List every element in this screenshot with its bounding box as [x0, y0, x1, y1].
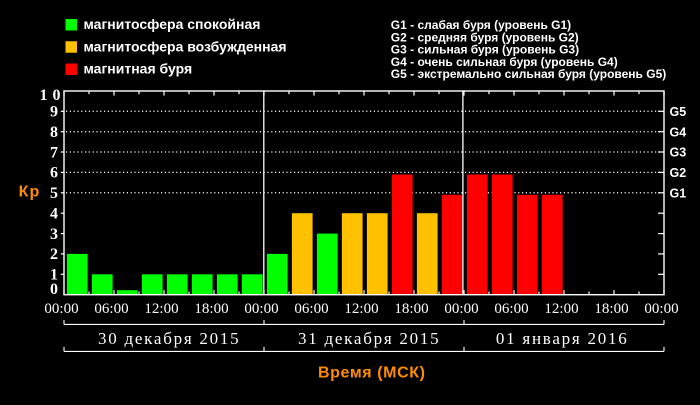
- svg-text:06:00: 06:00: [94, 301, 128, 317]
- svg-text:30 декабря 2015: 30 декабря 2015: [98, 329, 240, 348]
- svg-text:G3 - сильная буря (уровень G3): G3 - сильная буря (уровень G3): [391, 43, 579, 57]
- svg-text:8: 8: [50, 124, 58, 141]
- svg-text:G3: G3: [670, 146, 687, 160]
- svg-text:G2: G2: [670, 166, 687, 180]
- svg-text:G1: G1: [670, 186, 687, 200]
- svg-text:18:00: 18:00: [594, 301, 628, 317]
- svg-text:G2 - средняя буря (уровень G2): G2 - средняя буря (уровень G2): [391, 31, 579, 45]
- svg-text:0: 0: [53, 87, 61, 104]
- svg-text:0: 0: [50, 281, 58, 298]
- svg-text:00:00: 00:00: [644, 301, 678, 317]
- svg-text:31 декабря 2015: 31 декабря 2015: [298, 329, 440, 348]
- svg-text:12:00: 12:00: [144, 301, 178, 317]
- svg-text:01 января 2016: 01 января 2016: [496, 329, 629, 348]
- svg-text:00:00: 00:00: [244, 301, 278, 317]
- svg-text:12:00: 12:00: [544, 301, 578, 317]
- svg-text:9: 9: [50, 104, 58, 121]
- svg-text:18:00: 18:00: [194, 301, 228, 317]
- svg-text:1: 1: [50, 267, 58, 284]
- svg-text:7: 7: [50, 144, 58, 161]
- svg-text:G1 - слабая буря (уровень G1): G1 - слабая буря (уровень G1): [391, 18, 571, 32]
- svg-text:6: 6: [50, 165, 58, 182]
- svg-text:00:00: 00:00: [44, 301, 78, 317]
- svg-text:00:00: 00:00: [444, 301, 478, 317]
- svg-text:12:00: 12:00: [344, 301, 378, 317]
- svg-text:G5: G5: [670, 105, 687, 119]
- svg-text:06:00: 06:00: [294, 301, 328, 317]
- svg-text:G4 - очень сильная буря (урове: G4 - очень сильная буря (уровень G4): [391, 55, 618, 69]
- svg-text:магнитная буря: магнитная буря: [84, 61, 193, 77]
- svg-text:магнитосфера спокойная: магнитосфера спокойная: [84, 16, 261, 32]
- svg-text:G4: G4: [670, 125, 687, 139]
- svg-text:4: 4: [50, 206, 58, 223]
- svg-text:магнитосфера возбужденная: магнитосфера возбужденная: [84, 39, 287, 55]
- svg-text:3: 3: [50, 226, 58, 243]
- svg-text:06:00: 06:00: [494, 301, 528, 317]
- svg-text:Кр: Кр: [19, 184, 41, 201]
- svg-text:1: 1: [40, 87, 48, 104]
- svg-text:2: 2: [50, 246, 58, 263]
- svg-text:G5 - экстремально сильная буря: G5 - экстремально сильная буря (уровень …: [391, 67, 666, 81]
- svg-text:18:00: 18:00: [394, 301, 428, 317]
- svg-text:5: 5: [50, 185, 58, 202]
- svg-text:Время (МСК): Время (МСК): [318, 365, 426, 382]
